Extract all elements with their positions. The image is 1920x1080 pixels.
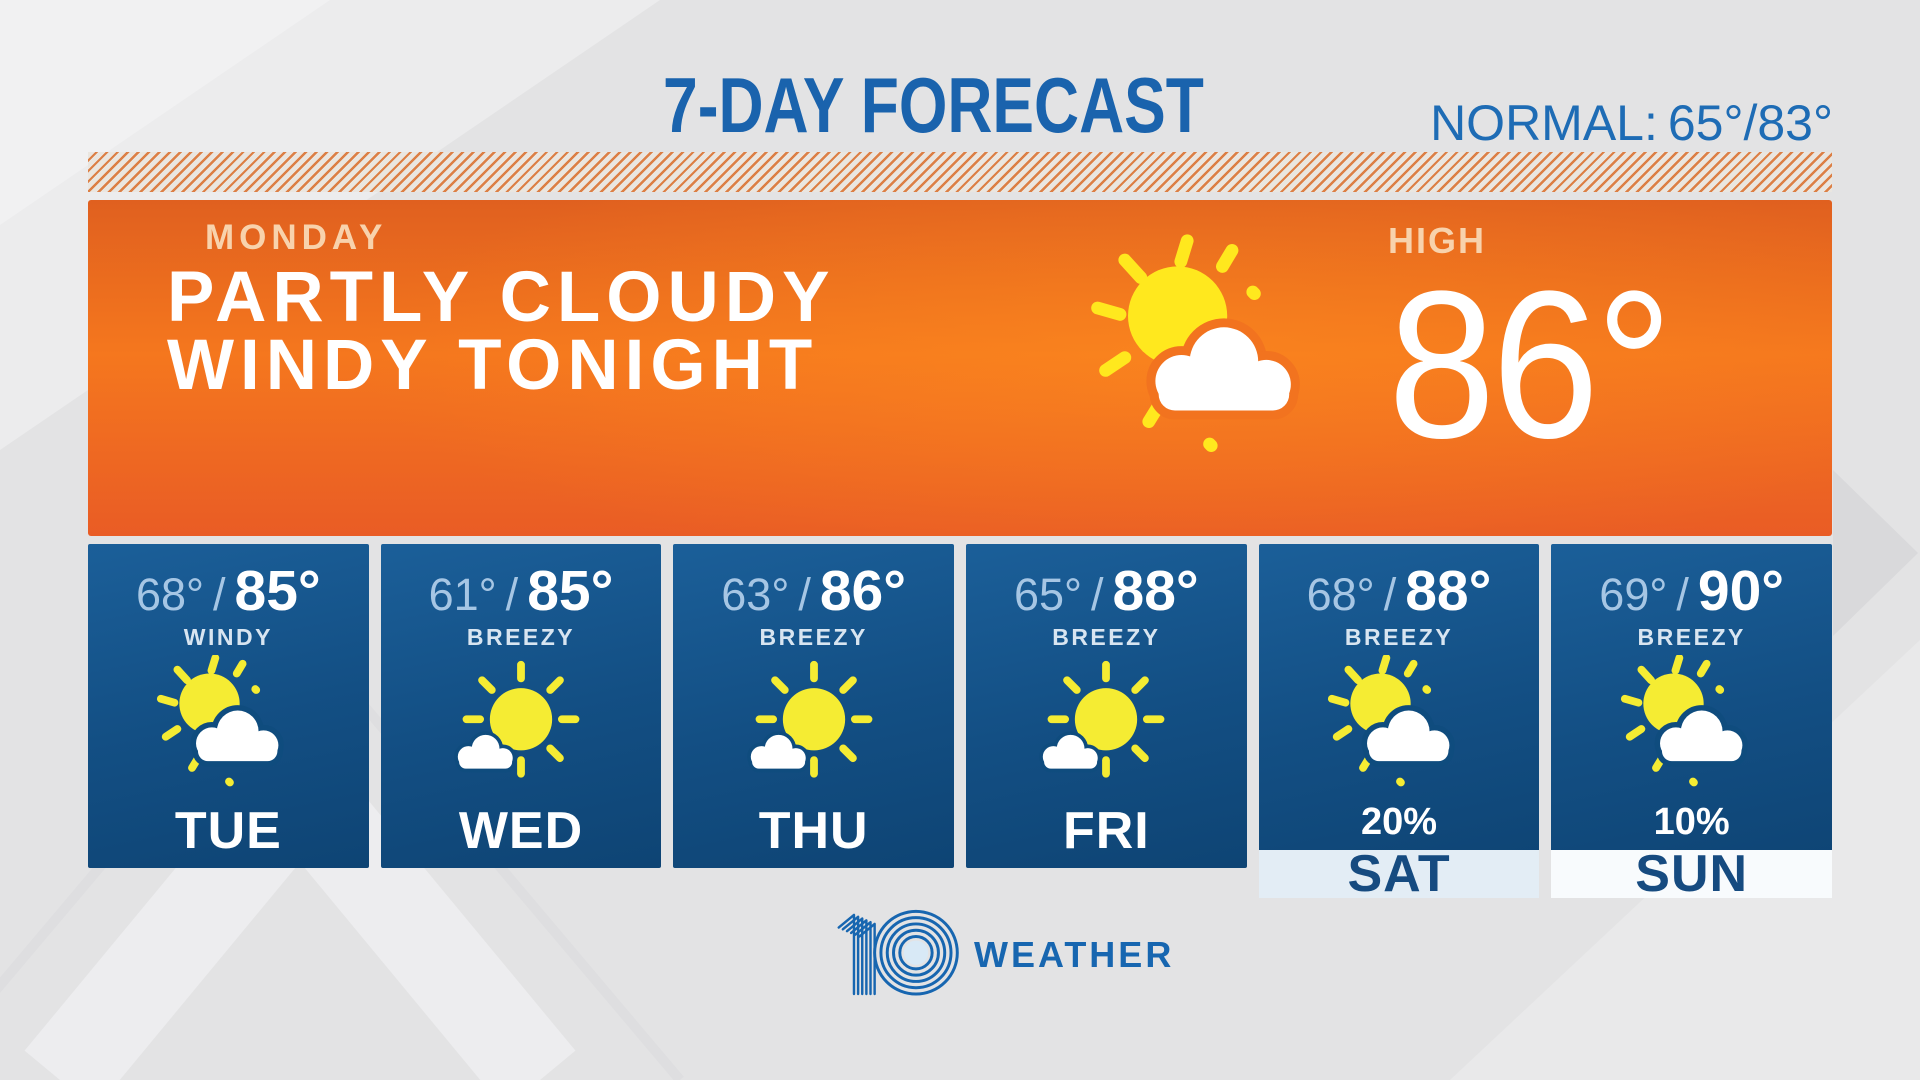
low-temp: 68° bbox=[1306, 569, 1375, 620]
day-name: THU bbox=[758, 802, 869, 860]
today-high-block: HIGH 86° bbox=[1388, 220, 1694, 472]
partly-cloudy-icon bbox=[1619, 655, 1765, 801]
station-10-logo bbox=[837, 909, 959, 996]
temp-separator: / bbox=[505, 569, 519, 620]
low-temp: 68° bbox=[135, 569, 204, 620]
high-temp: 86° bbox=[819, 559, 907, 623]
day-name: WED bbox=[458, 802, 584, 860]
day-card-wed: 61° / 85° BREEZY WED bbox=[380, 544, 662, 868]
today-day-label: MONDAY bbox=[205, 218, 388, 257]
condition-label: BREEZY bbox=[759, 624, 868, 650]
temp-separator: / bbox=[1676, 569, 1689, 620]
day-name: TUE bbox=[174, 802, 282, 860]
partly-cloudy-icon bbox=[1326, 655, 1472, 801]
today-condition-line2: WINDY TONIGHT bbox=[167, 326, 819, 405]
normal-label: NORMAL: bbox=[1430, 95, 1658, 151]
station-branding: WEATHER bbox=[836, 894, 1174, 1006]
high-label: HIGH bbox=[1388, 220, 1486, 261]
today-panel: MONDAY PARTLY CLOUDY WINDY TONIGHT HIGH … bbox=[88, 200, 1832, 536]
condition-label: BREEZY bbox=[466, 624, 576, 650]
day-name-bar: SAT bbox=[1258, 845, 1540, 903]
temps: 63° / 86° bbox=[721, 558, 906, 624]
low-temp: 61° bbox=[428, 569, 497, 620]
day-name: SUN bbox=[1635, 845, 1749, 903]
day-card-thu: 63° / 86° BREEZY THU bbox=[673, 544, 955, 868]
precip-chance: 20% bbox=[1360, 801, 1438, 843]
condition-label: WINDY bbox=[183, 624, 273, 650]
partly-cloudy-icon bbox=[155, 655, 301, 801]
temp-separator: / bbox=[798, 569, 811, 620]
today-condition: PARTLY CLOUDY WINDY TONIGHT bbox=[167, 258, 836, 405]
temps: 61° / 85° bbox=[429, 558, 614, 624]
day-name: SAT bbox=[1347, 845, 1451, 903]
temps: 69° / 90° bbox=[1599, 558, 1784, 624]
day-name: FRI bbox=[1062, 802, 1150, 860]
normal-range: NORMAL: 65°/83° bbox=[1430, 94, 1833, 152]
sun-behind-cloud-icon bbox=[1088, 228, 1328, 484]
mostly-sunny-icon bbox=[1033, 655, 1179, 801]
day-name-bar: SUN bbox=[1551, 845, 1833, 903]
condition-label: BREEZY bbox=[1344, 624, 1454, 650]
high-value: 86° bbox=[1388, 247, 1673, 482]
temps: 65° / 88° bbox=[1014, 558, 1199, 624]
station-weather-label: WEATHER bbox=[974, 934, 1175, 975]
temp-separator: / bbox=[213, 569, 226, 620]
page-title: 7-DAY FORECAST bbox=[663, 61, 1204, 149]
condition-label: BREEZY bbox=[1052, 624, 1161, 650]
high-temp: 90° bbox=[1697, 559, 1785, 623]
hatch-divider bbox=[88, 152, 1832, 192]
high-temp: 85° bbox=[527, 559, 614, 623]
precip-chance: 10% bbox=[1653, 801, 1730, 843]
high-temp: 88° bbox=[1112, 559, 1199, 623]
forecast-days-row: 68° / 85° WINDY TUE 61° / 85° BREEZY bbox=[88, 544, 1833, 903]
temps: 68° / 85° bbox=[136, 558, 321, 624]
condition-label: BREEZY bbox=[1637, 624, 1746, 650]
normal-value: 65°/83° bbox=[1667, 95, 1833, 151]
mostly-sunny-icon bbox=[741, 655, 887, 801]
today-condition-line1: PARTLY CLOUDY bbox=[167, 258, 836, 337]
low-temp: 63° bbox=[721, 569, 790, 620]
mostly-sunny-icon bbox=[448, 655, 594, 801]
day-card-sat: 68° / 88° BREEZY 20% SAT bbox=[1258, 544, 1540, 903]
high-temp: 85° bbox=[234, 559, 321, 623]
day-card-tue: 68° / 85° WINDY TUE bbox=[88, 544, 369, 868]
temp-separator: / bbox=[1383, 569, 1397, 620]
low-temp: 65° bbox=[1013, 569, 1083, 620]
temp-separator: / bbox=[1091, 569, 1104, 620]
temps: 68° / 88° bbox=[1307, 558, 1492, 624]
day-card-sun: 69° / 90° BREEZY 10% SUN bbox=[1551, 544, 1833, 903]
high-temp: 88° bbox=[1405, 559, 1492, 623]
low-temp: 69° bbox=[1599, 569, 1668, 620]
day-card-fri: 65° / 88° BREEZY FRI bbox=[966, 544, 1247, 868]
